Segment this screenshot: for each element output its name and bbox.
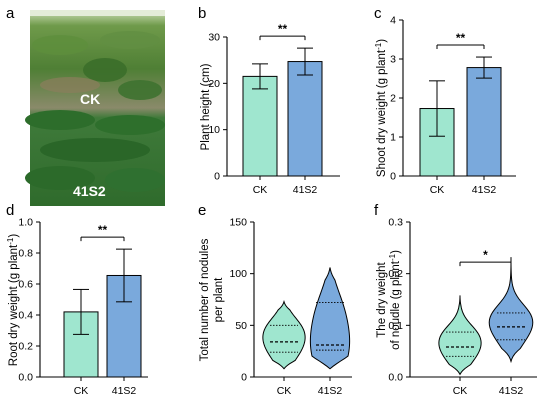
axis-title-f-line2-main: of noudle (g plant (390, 260, 402, 350)
axis-title-c-end: ) (376, 39, 388, 43)
y-tick-label-e: 150 (229, 217, 247, 229)
y-tick-label-c: 2 (390, 93, 396, 105)
photo-label-41s2: 41S2 (73, 183, 106, 199)
y-tick-label-b: 0 (214, 171, 220, 183)
x-tick-label-d: CK (74, 385, 89, 397)
y-tick-label-c: 1 (390, 132, 396, 144)
axis-title-f-line2: of noudle (g plant-1) (388, 250, 402, 350)
y-tick-label-e: 50 (235, 320, 247, 332)
x-tick-label-e: CK (277, 385, 292, 397)
panel-letter-f: f (374, 202, 379, 219)
bar-b-41s2 (287, 61, 323, 177)
x-tick-label-e: 41S2 (318, 385, 343, 397)
sig-marker-c: ** (456, 31, 466, 45)
y-tick-label-e: 100 (229, 268, 247, 280)
x-tick-label-d: 41S2 (112, 385, 137, 397)
panel-e: e Total number of nodules per plant 0 50 1… (198, 202, 352, 397)
axis-title-c-sup: -1 (374, 42, 383, 50)
axis-title-d-end: ) (8, 234, 20, 238)
x-tick-label-f: 41S2 (499, 385, 524, 397)
y-tick-label-d: 1.0 (18, 217, 33, 229)
y-tick-label-d: 0.2 (18, 341, 33, 353)
y-tick-label-d: 0.4 (18, 310, 33, 322)
sig-marker-b: ** (278, 22, 288, 36)
bar-c-41s2 (466, 67, 502, 177)
y-tick-label-b: 30 (208, 32, 220, 44)
panel-letter-c: c (374, 5, 382, 22)
field-photo: CK 41S2 (25, 10, 165, 206)
sig-marker-f: * (483, 248, 488, 262)
panel-b: b Plant height (cm) 0 10 20 30 CK 41S2 ** (198, 5, 340, 196)
y-tick-label-f: 0.3 (388, 217, 403, 229)
y-tick-label-e: 0 (241, 372, 247, 384)
axis-title-e-line2: per plant (213, 277, 225, 323)
axis-title-d: Root dry weight (g plant-1) (6, 234, 20, 367)
panel-letter-a: a (6, 5, 15, 22)
panel-d: d Root dry weight (g plant-1) 0.0 0.2 0.4 0… (6, 202, 148, 397)
x-tick-label-b: CK (253, 184, 268, 196)
y-tick-label-d: 0.0 (18, 372, 33, 384)
axis-title-f-line1: The dry weight (376, 261, 388, 337)
violin-e-41s2 (309, 267, 351, 370)
violin-f-ck (438, 295, 482, 376)
x-tick-label-c: CK (430, 184, 445, 196)
axis-title-f-end: ) (390, 250, 402, 254)
sig-marker-d: ** (98, 223, 108, 237)
x-tick-label-c: 41S2 (472, 184, 497, 196)
y-tick-label-f: 0.0 (388, 372, 403, 384)
x-tick-label-f: CK (453, 385, 468, 397)
panel-letter-d: d (6, 202, 14, 219)
y-tick-label-f: 0.2 (388, 268, 403, 280)
y-tick-label-d: 0.8 (18, 248, 33, 260)
panel-letter-b: b (198, 5, 206, 22)
y-tick-label-c: 0 (390, 171, 396, 183)
y-tick-label-c: 4 (390, 15, 396, 27)
axis-title-d-main: Root dry weight (g plant (8, 244, 20, 366)
y-tick-label-f: 0.1 (388, 320, 403, 332)
y-tick-label-b: 20 (208, 78, 220, 90)
panel-letter-e: e (198, 202, 206, 219)
x-tick-label-b: 41S2 (293, 184, 318, 196)
y-tick-label-b: 10 (208, 124, 220, 136)
bar-b-ck (242, 75, 278, 177)
panel-f: f The dry weight of noudle (g plant-1) 0… (374, 202, 537, 397)
axis-title-e-line1: Total number of nodules (199, 238, 211, 361)
violin-e-ck (262, 299, 306, 370)
panel-c: c Shoot dry weight (g plant-1) 0 1 2 3 4 CK 41… (374, 5, 516, 196)
photo-label-ck: CK (80, 91, 100, 107)
axis-title-d-sup: -1 (6, 237, 15, 245)
violin-f-41s2 (488, 257, 534, 364)
y-tick-label-d: 0.6 (18, 279, 33, 291)
y-tick-label-c: 3 (390, 54, 396, 66)
axis-title-b: Plant height (cm) (200, 63, 212, 150)
axis-title-f-sup: -1 (388, 253, 397, 261)
axis-title-c: Shoot dry weight (g plant-1) (374, 39, 388, 177)
axis-title-c-main: Shoot dry weight (g plant (376, 49, 388, 177)
